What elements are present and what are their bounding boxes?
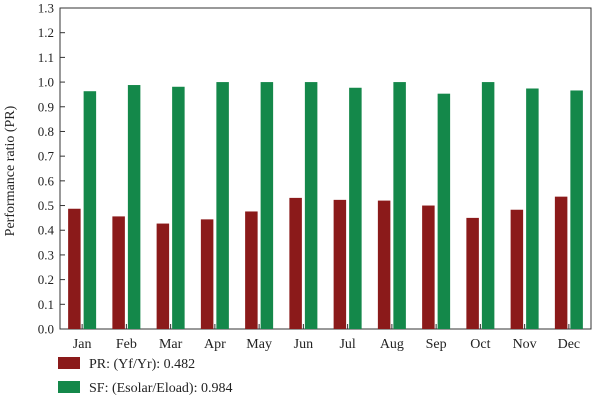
y-axis-label: Performance ratio (PR) <box>3 105 18 236</box>
bar-pr <box>466 217 479 329</box>
bar-sf <box>260 82 274 329</box>
x-tick-label: Nov <box>513 337 537 352</box>
x-tick-label: Jul <box>339 337 355 352</box>
x-tick-label: Aug <box>380 337 404 352</box>
x-tick-label: Oct <box>470 337 490 352</box>
y-tick-label: 1.0 <box>38 75 54 90</box>
bar-sf <box>393 82 406 329</box>
y-tick-label: 0.4 <box>38 223 55 238</box>
bar-pr <box>112 216 125 329</box>
y-tick-label: 0.0 <box>38 322 54 337</box>
legend: PR: (Yf/Yr): 0.482 SF: (Esolar/Eload): 0.… <box>58 357 233 396</box>
y-tick-label: 0.8 <box>38 124 54 139</box>
bars <box>68 82 583 330</box>
bar-sf <box>481 82 495 329</box>
plot-frame <box>59 7 592 330</box>
bar-pr <box>200 219 214 329</box>
bar-pr <box>68 208 81 329</box>
y-axis: 0.0 0.1 0.2 0.3 0.4 0.5 0.6 0.7 0.8 0.9 1.0 1.1 1.2 1… <box>38 1 65 337</box>
bar-sf <box>570 90 583 329</box>
bar-pr <box>289 197 302 329</box>
y-tick-label: 0.9 <box>38 99 54 114</box>
bar-sf <box>216 82 229 329</box>
bar-pr <box>245 211 258 329</box>
x-tick-label: Feb <box>116 337 137 352</box>
y-tick-label: 0.1 <box>38 297 54 312</box>
x-tick-label: Mar <box>159 337 183 352</box>
y-tick-label: 1.2 <box>38 25 54 40</box>
x-axis: Jan Feb Mar Apr May Jun Jul Aug Sep Oct Nov Dec <box>73 324 580 352</box>
bar-sf <box>526 88 539 330</box>
bar-pr <box>554 196 568 329</box>
bar-pr <box>510 209 524 329</box>
y-tick-label: 0.7 <box>38 149 55 164</box>
x-tick-label: Apr <box>204 337 226 352</box>
x-tick-label: Sep <box>426 337 447 352</box>
bar-sf <box>304 82 318 329</box>
bar-pr <box>156 223 170 329</box>
bar-sf <box>437 93 451 329</box>
legend-swatch-sf <box>58 381 80 393</box>
legend-swatch-pr <box>58 357 80 369</box>
legend-label-pr: PR: (Yf/Yr): 0.482 <box>89 357 195 372</box>
bar-pr <box>422 205 435 329</box>
y-tick-label: 0.2 <box>38 272 54 287</box>
bar-sf <box>172 86 185 329</box>
x-tick-label: May <box>246 337 272 352</box>
legend-label-sf: SF: (Esolar/Eload): 0.984 <box>89 381 233 396</box>
y-tick-label: 1.1 <box>38 50 54 65</box>
bar-sf <box>83 91 97 329</box>
bar-pr <box>377 200 391 329</box>
bar-sf <box>349 87 362 329</box>
bar-sf <box>127 85 141 329</box>
x-tick-label: Jun <box>294 337 313 352</box>
y-tick-label: 0.3 <box>38 247 54 262</box>
y-tick-label: 1.3 <box>38 1 54 16</box>
x-tick-label: Jan <box>73 337 92 352</box>
x-tick-label: Dec <box>558 337 581 352</box>
bar-pr <box>333 199 347 329</box>
y-tick-label: 0.5 <box>38 198 54 213</box>
y-tick-label: 0.6 <box>38 173 55 188</box>
